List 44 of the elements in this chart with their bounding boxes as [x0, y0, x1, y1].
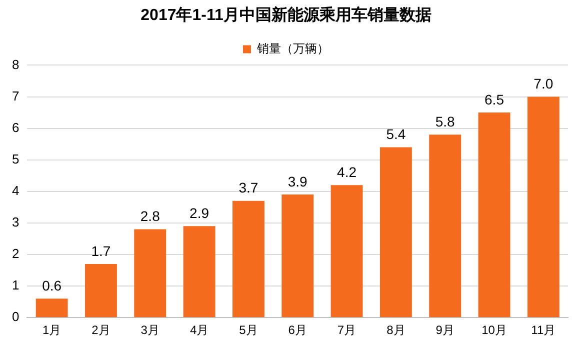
y-tick-label: 3 [12, 214, 20, 230]
bar [429, 134, 462, 318]
text: 7.0 [534, 76, 554, 92]
x-tick-label: 5月 [239, 323, 258, 338]
x-tick-label: 11月 [531, 323, 556, 338]
text: 3.7 [238, 180, 258, 196]
bar [282, 194, 314, 318]
y-tick-label: 7 [12, 88, 20, 104]
bar [84, 264, 117, 318]
y-tick-label: 0 [12, 309, 20, 324]
x-tick-label: 8月 [386, 323, 406, 338]
bar [183, 226, 216, 318]
y-tick-label: 2 [12, 246, 20, 262]
y-tick-label: 8 [12, 56, 20, 72]
x-tick-label: 7月 [337, 323, 356, 338]
bar [380, 147, 412, 318]
y-tick-label: 5 [12, 151, 20, 166]
x-tick-label: 9月 [436, 323, 454, 338]
x-tick-label: 1月 [42, 323, 62, 338]
x-tick-label: 4月 [190, 323, 209, 338]
bar [36, 298, 68, 318]
x-tick-label: 10月 [482, 323, 507, 338]
text: 6.5 [484, 91, 504, 108]
y-tick-label: 1 [12, 278, 20, 293]
x-tick-label: 3月 [140, 323, 160, 338]
text: 5.4 [386, 126, 406, 142]
x-tick-label: 2月 [92, 323, 110, 338]
y-tick-label: 4 [12, 182, 20, 198]
bar [232, 200, 264, 318]
legend-label: 销量（万辆） [256, 42, 329, 56]
bar [330, 185, 363, 318]
x-tick-label: 6月 [288, 323, 307, 338]
bar [134, 229, 166, 318]
text: 2.9 [190, 204, 210, 221]
text: 5.8 [435, 113, 455, 130]
bar [478, 112, 510, 318]
bar [527, 96, 560, 318]
y-tick-label: 6 [12, 120, 20, 135]
text: 0.6 [42, 278, 62, 294]
text: 4.2 [337, 164, 357, 180]
text: 3.9 [288, 173, 308, 190]
chart-title: 2017年1-11月中国新能源乘用车销量数据 [140, 6, 432, 24]
text: 2.8 [140, 208, 160, 224]
text: 1.7 [91, 242, 111, 259]
